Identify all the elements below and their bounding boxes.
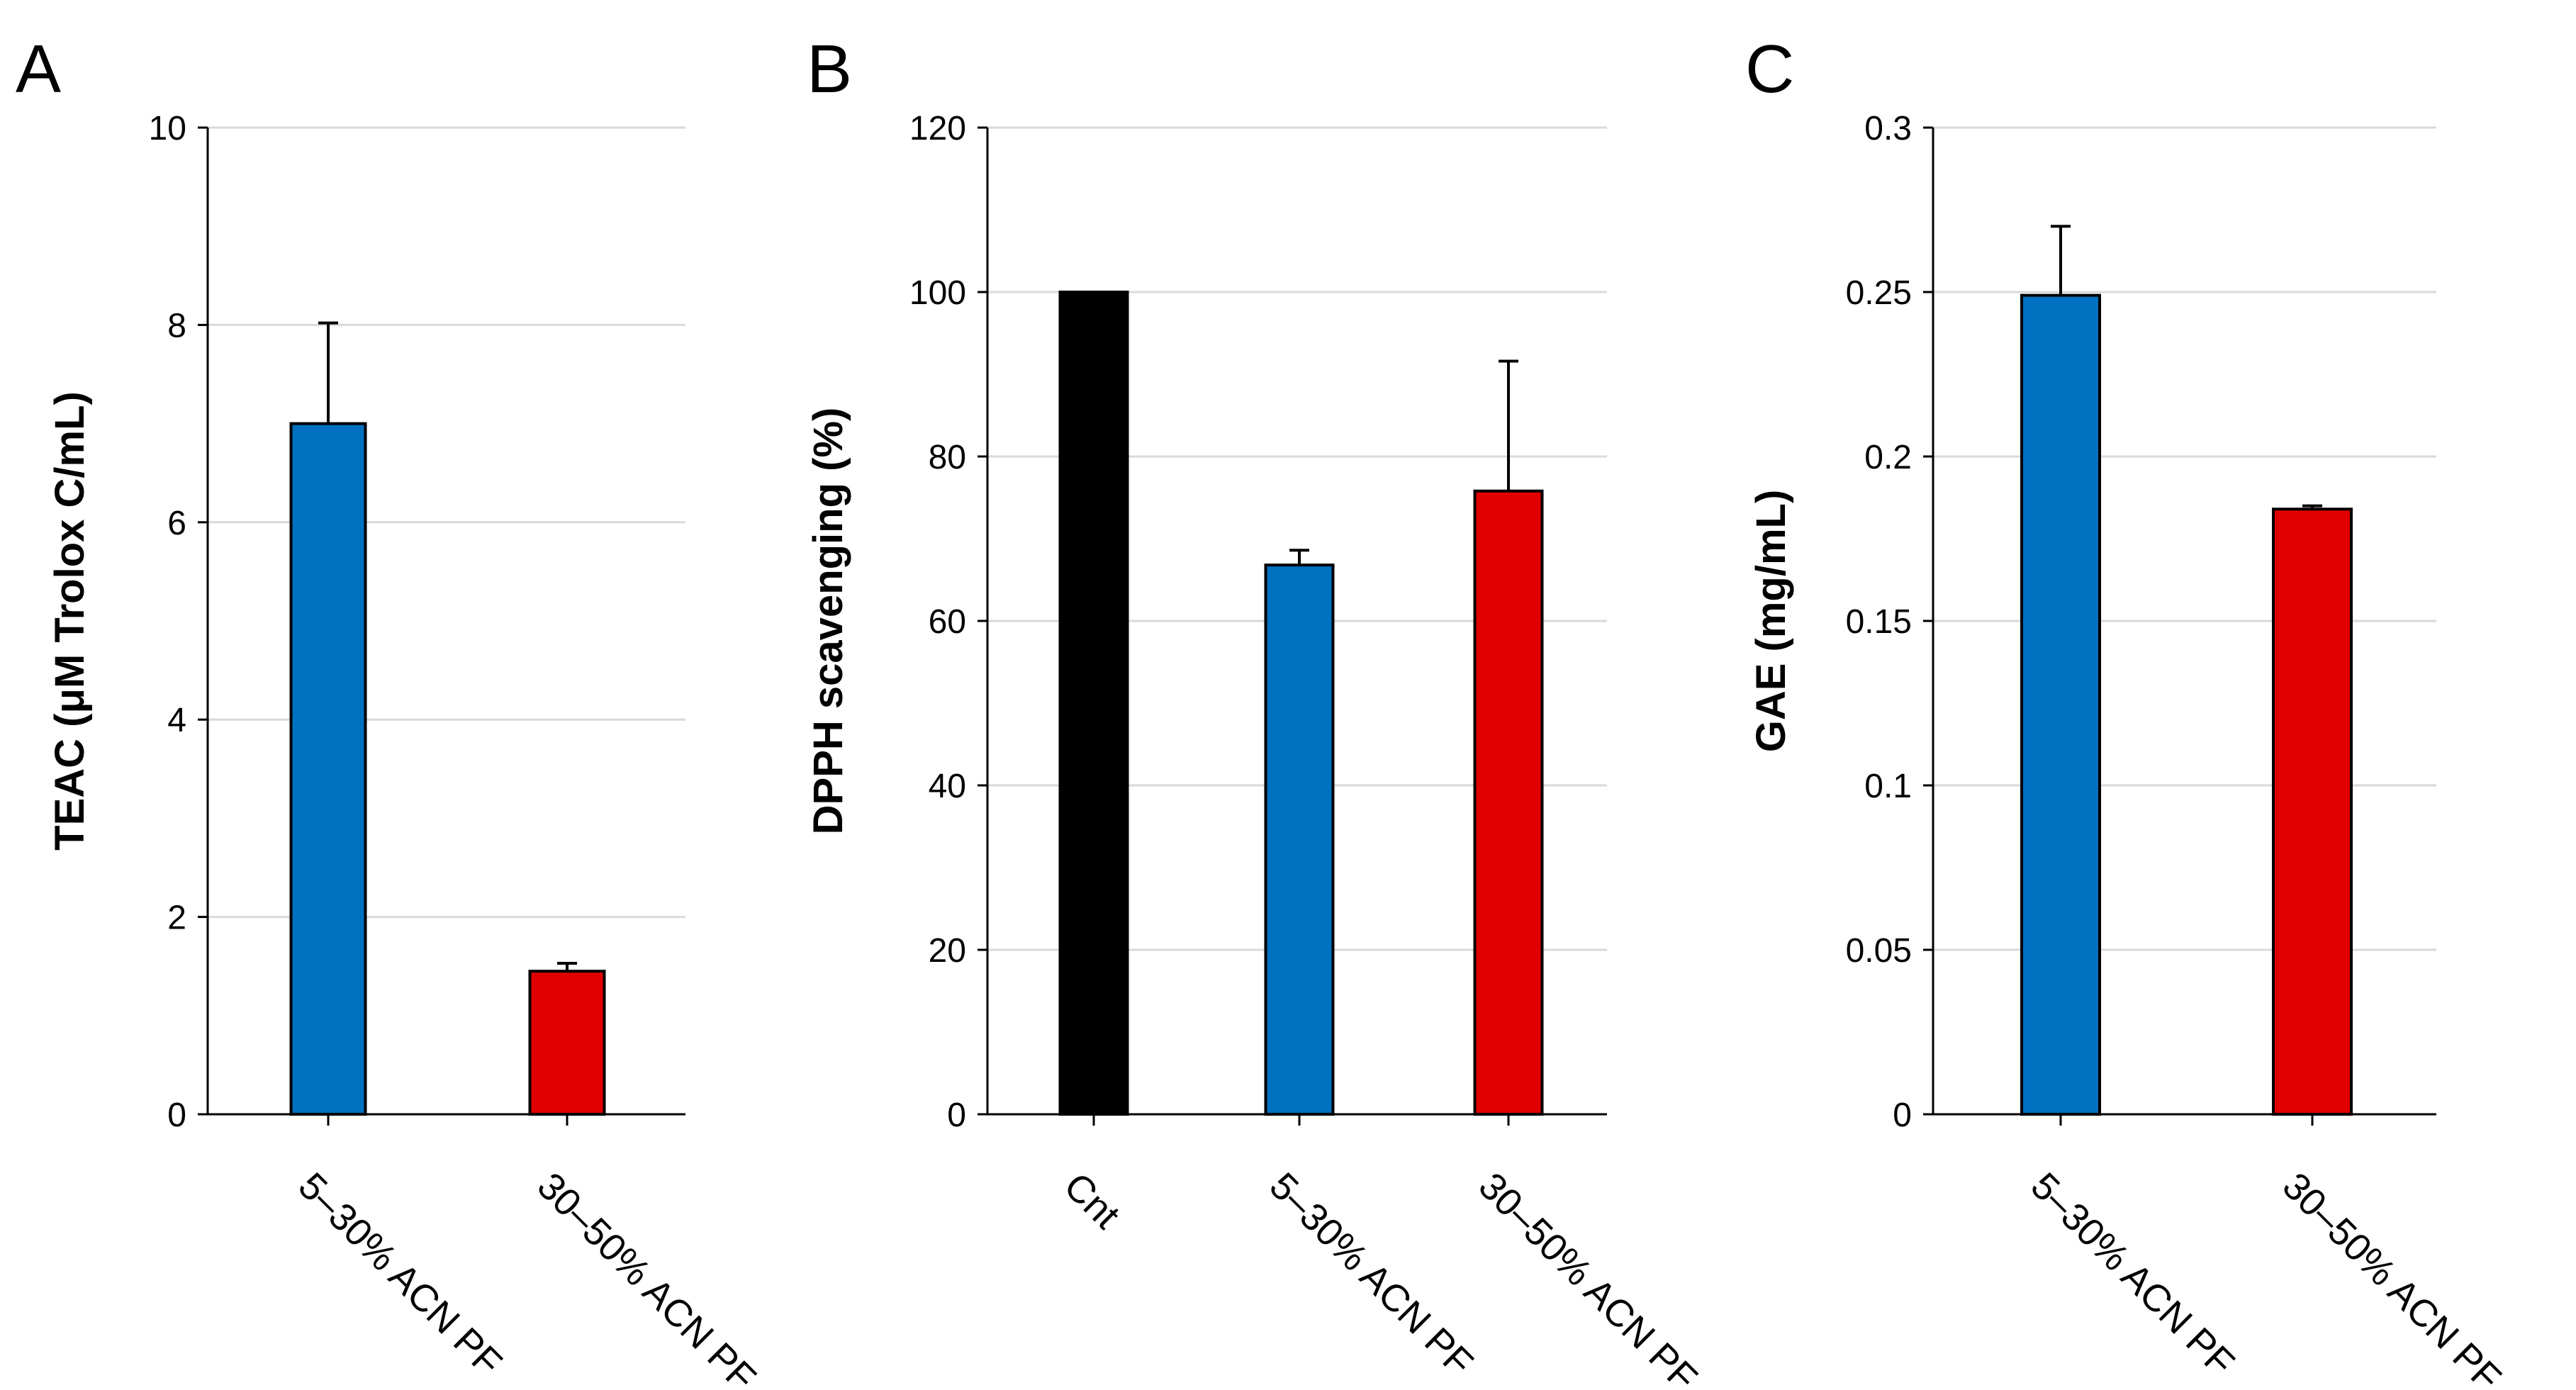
bar-2: [2272, 508, 2353, 1116]
x-category-label: 5–30% ACN PF: [291, 1165, 510, 1384]
y-tick-label: 10: [149, 110, 186, 147]
y-axis-title: TEAC (μM Trolox C/mL): [47, 391, 93, 851]
chart-panel-c: C 0 0.05 0.1 0.15 0.2 0.25 0.3 5–30% ACN PF 30–50…: [1745, 31, 2509, 1390]
y-axis-title: DPPH scavenging (%): [805, 408, 851, 835]
error-bar-1: [318, 321, 338, 424]
y-tick-label: 2: [167, 899, 186, 937]
x-category-label: 5–30% ACN PF: [2023, 1165, 2243, 1384]
y-tick-label: 4: [167, 702, 186, 739]
bar-1: [1058, 291, 1129, 1116]
x-category-label: 30–50% ACN PF: [1471, 1165, 1706, 1390]
error-bar-2: [557, 962, 577, 972]
x-category-label: Cnt: [1056, 1165, 1129, 1237]
y-tick-label: 0: [947, 1097, 966, 1134]
y-tick-label: 100: [909, 274, 966, 312]
y-tick-label: 0.15: [1846, 603, 1912, 641]
bar-3: [1473, 489, 1544, 1116]
y-tick-label: 0.25: [1846, 274, 1912, 312]
y-tick-label: 20: [929, 932, 966, 970]
y-tick-label: 0.3: [1864, 110, 1912, 147]
bar-2: [528, 970, 606, 1116]
chart-panel-a: A 0 2 4 6 8 10 5–30% ACN PF 30–50% ACN PF TEAC (μ…: [16, 31, 764, 1390]
panel-label: A: [16, 31, 61, 107]
y-tick-label: 0.05: [1846, 932, 1912, 970]
y-tick-label: 120: [909, 110, 966, 147]
x-category-label: 30–50% ACN PF: [2275, 1165, 2509, 1390]
bar-2: [1264, 564, 1335, 1116]
panel-label: C: [1745, 31, 1794, 107]
error-bar-2: [2302, 504, 2322, 510]
error-bar-3: [1499, 359, 1518, 491]
y-tick-label: 8: [167, 307, 186, 344]
bar-1: [289, 422, 367, 1116]
y-tick-label: 40: [929, 768, 966, 805]
bar-1: [2020, 293, 2101, 1116]
y-tick-label: 0.1: [1864, 768, 1912, 805]
error-bar-2: [1289, 549, 1309, 566]
y-tick-label: 60: [929, 603, 966, 641]
x-category-label: 5–30% ACN PF: [1262, 1165, 1482, 1384]
x-category-label: 30–50% ACN PF: [530, 1165, 764, 1390]
error-bar-1: [2051, 225, 2071, 296]
y-tick-label: 0: [1893, 1097, 1912, 1134]
y-tick-label: 0: [167, 1097, 186, 1134]
y-tick-label: 80: [929, 439, 966, 476]
panel-label: B: [807, 31, 852, 107]
y-tick-label: 6: [167, 505, 186, 542]
y-tick-label: 0.2: [1864, 439, 1912, 476]
y-axis-title: GAE (mg/mL): [1748, 490, 1794, 753]
